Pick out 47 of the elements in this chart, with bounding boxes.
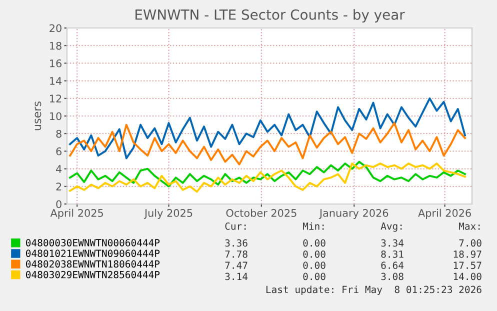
text: 14.00 (454, 272, 482, 280)
x-tick-label: October 2025 (226, 208, 296, 217)
text: 7.00 (459, 239, 482, 247)
text: 7.47 (225, 262, 248, 269)
legend-label: 04801021EWNWTN09060444P (26, 250, 160, 258)
chart-title: EWNWTN - LTE Sector Counts - by year (136, 9, 405, 23)
x-tick-label: April 2026 (418, 208, 471, 219)
text: Last update: Fri May 8 01:25:23 2026 (266, 286, 482, 296)
text: 3.34 (381, 239, 404, 247)
y-tick-label: 0 (56, 200, 62, 208)
x-tick-label: April 2025 (50, 208, 103, 219)
text: 0.00 (303, 250, 326, 258)
text: 0.00 (303, 262, 326, 269)
y-tick-label: 16 (50, 59, 62, 68)
text: 7.78 (225, 250, 248, 258)
y-tick-label: 4 (56, 165, 62, 173)
text: Cur: (225, 222, 246, 230)
legend-label: 04802038EWNWTN18060444P (26, 260, 160, 268)
text: 18.97 (454, 250, 482, 258)
y-tick-label: 12 (50, 94, 62, 102)
text: 0.00 (303, 272, 326, 280)
line-series (69, 122, 466, 166)
y-tick-label: 2 (56, 182, 62, 190)
line-series (69, 162, 466, 193)
y-tick-label: 14 (50, 77, 62, 85)
text: 8.31 (381, 250, 404, 258)
text: Min: (302, 222, 324, 230)
x-tick-label: July 2025 (144, 208, 192, 219)
text: Avg: (380, 222, 402, 232)
line-series (69, 97, 466, 160)
y-tick-label: 6 (56, 147, 62, 156)
y-tick-label: 10 (50, 112, 62, 120)
y-axis-title: users (34, 102, 42, 130)
legend-label: 04803029EWNWTN28560444P (26, 270, 160, 278)
text: 3.36 (225, 239, 248, 247)
text: Max: (458, 222, 480, 230)
line-series (69, 160, 466, 188)
y-tick-label: 8 (56, 130, 62, 138)
text: 0.00 (303, 239, 326, 247)
text: 3.14 (225, 272, 248, 280)
x-tick-label: January 2026 (318, 209, 388, 219)
text: 17.57 (454, 262, 482, 269)
y-tick-label: 18 (50, 42, 62, 50)
y-tick-label: 20 (50, 24, 62, 32)
text: 6.64 (381, 262, 404, 269)
legend-label: 04800030EWNWTN00060444P (26, 239, 160, 246)
text: 3.08 (381, 272, 404, 280)
